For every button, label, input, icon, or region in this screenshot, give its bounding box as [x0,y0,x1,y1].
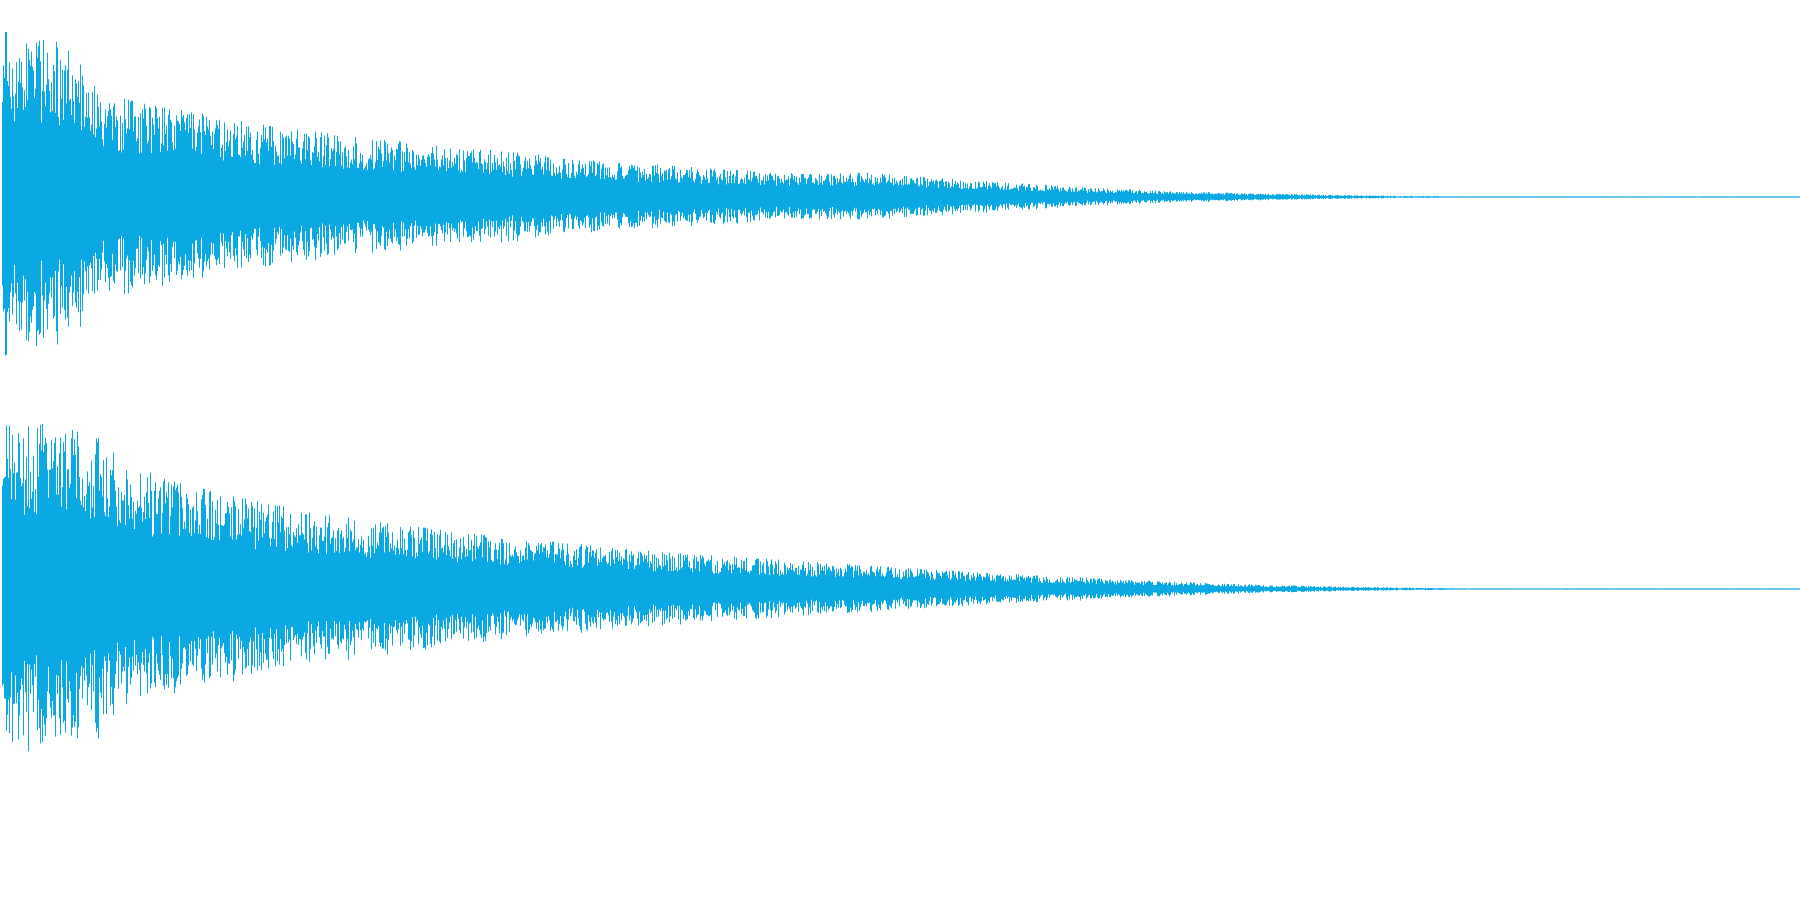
waveform-channel-bottom [2,424,1800,752]
waveform-signal [2,32,1800,356]
waveform-signal [2,424,1800,752]
waveform-channel-top [2,32,1800,356]
